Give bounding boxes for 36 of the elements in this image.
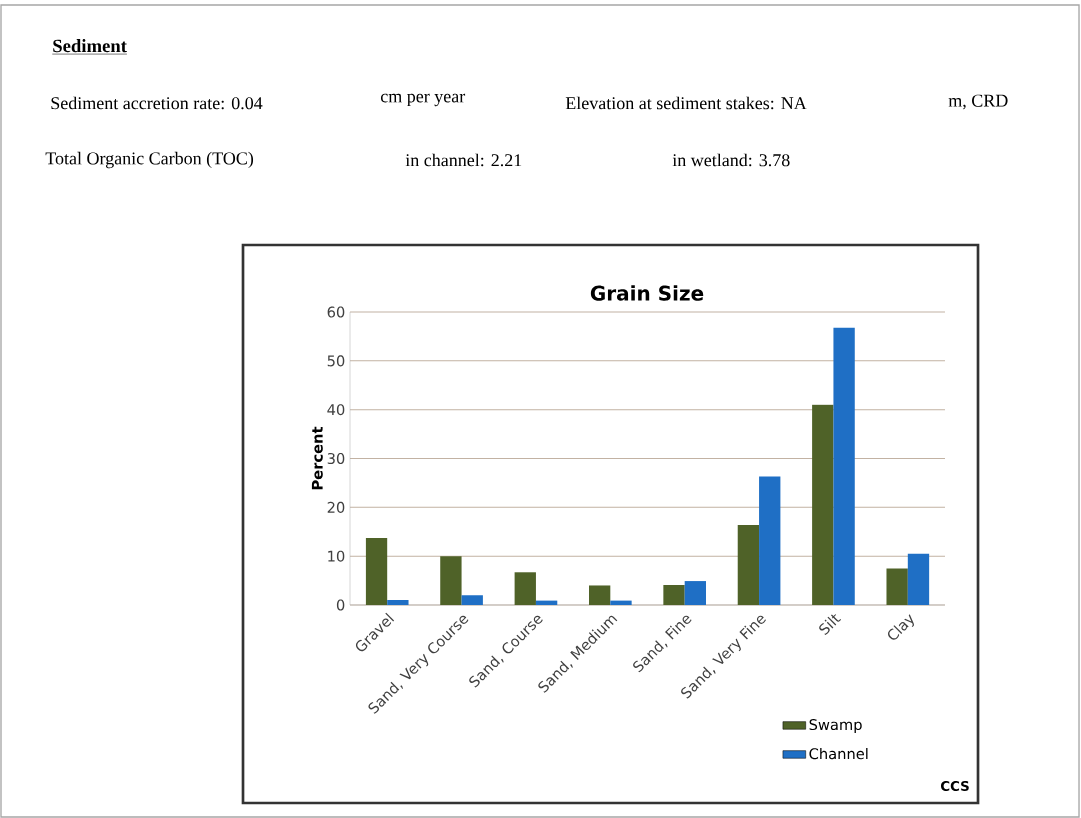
bar xyxy=(461,595,483,605)
text: Total Organic Carbon (TOC) xyxy=(45,151,254,169)
y-tick-label: 10 xyxy=(328,550,345,562)
y-tick-label: 20 xyxy=(327,501,345,513)
bar xyxy=(440,556,462,605)
legend-label: Channel xyxy=(809,747,868,760)
bar xyxy=(737,524,760,605)
text: Sediment accretion rate: 0.04 xyxy=(51,96,263,110)
bar xyxy=(387,600,409,605)
bar xyxy=(663,584,685,605)
bar xyxy=(514,572,536,605)
y-tick-label: 0 xyxy=(336,599,345,611)
text: Elevation at sediment stakes: NA xyxy=(565,96,807,110)
bar xyxy=(588,585,611,605)
y-tick-label: 60 xyxy=(327,306,345,318)
y-axis-title: Percent xyxy=(311,426,323,490)
bar xyxy=(610,600,632,605)
text: cm per year xyxy=(380,93,466,107)
y-tick-label: 50 xyxy=(327,355,345,367)
bar xyxy=(907,553,930,605)
bar xyxy=(759,476,781,605)
legend-label: Swamp xyxy=(809,719,862,733)
bar xyxy=(833,327,855,605)
x-tick-label: Silt xyxy=(819,614,842,635)
bar xyxy=(365,538,388,605)
bar xyxy=(812,404,834,605)
text: in channel: 2.21 xyxy=(405,153,522,167)
y-tick-label: 30 xyxy=(327,452,345,465)
text: m, CRD xyxy=(948,94,1008,110)
chart-title: Grain Size xyxy=(590,285,704,301)
text: in wetland: 3.78 xyxy=(672,153,790,167)
text: CCS xyxy=(940,780,969,792)
y-tick-label: 40 xyxy=(327,404,345,416)
text: Sediment xyxy=(53,39,127,53)
bar xyxy=(886,568,908,605)
bar xyxy=(684,581,707,605)
